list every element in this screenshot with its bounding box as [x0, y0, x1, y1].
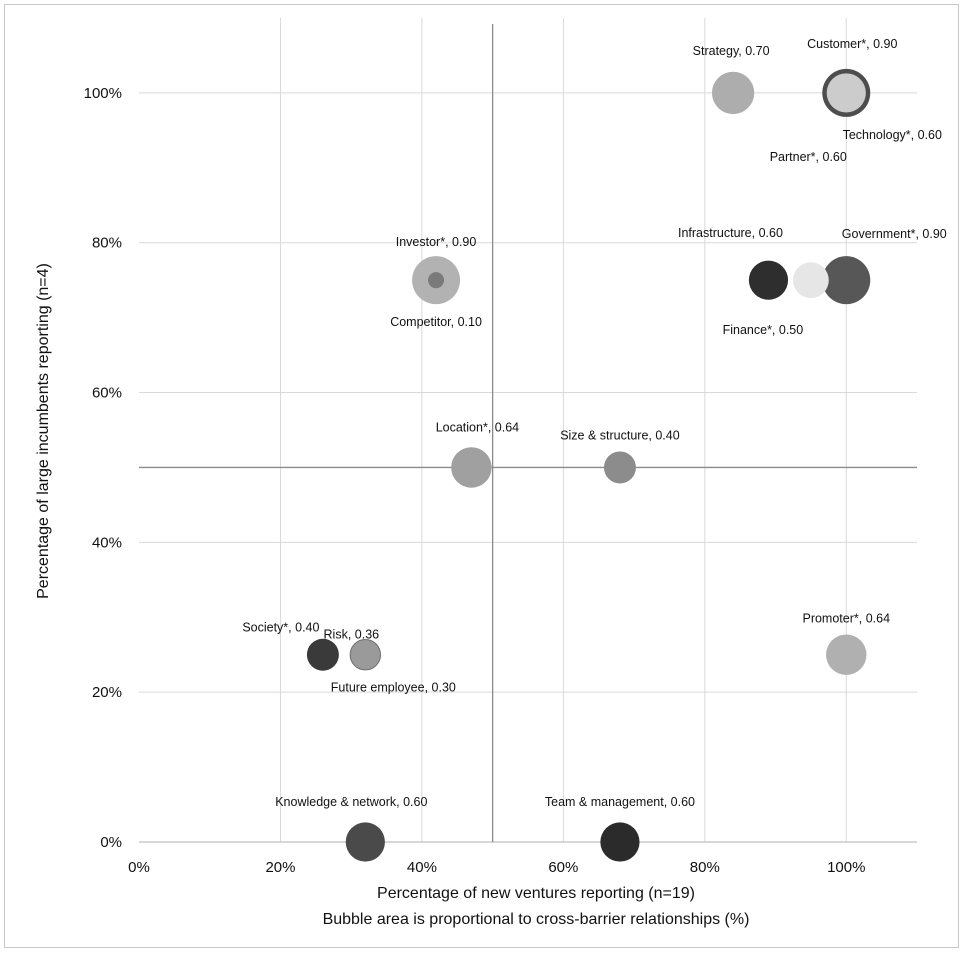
y-tick-label: 80% [92, 235, 122, 252]
bubble-infrastructure [748, 260, 789, 300]
bubble-promoter [826, 634, 867, 675]
bubble-size-structure [603, 451, 636, 484]
bubble-strategy [711, 71, 755, 115]
bubble-labels: Strategy, 0.70 Customer*, 0.90 Technology*… [242, 37, 946, 809]
bubble-location [451, 447, 492, 488]
label-future-employee: Future employee, 0.30 [331, 681, 456, 695]
label-size-structure: Size & structure, 0.40 [560, 428, 680, 442]
bubble-government [822, 256, 871, 305]
label-finance: Finance*, 0.50 [723, 323, 804, 337]
x-tick-label: 80% [690, 859, 720, 876]
label-location: Location*, 0.64 [436, 420, 519, 434]
bubble-knowledge-network [345, 822, 385, 862]
x-tick-label: 60% [548, 859, 578, 876]
label-knowledge-network: Knowledge & network, 0.60 [275, 795, 427, 809]
label-partner: Partner*, 0.60 [770, 150, 847, 164]
bubble-competitor [428, 272, 445, 289]
label-team-management: Team & management, 0.60 [545, 795, 695, 809]
label-promoter: Promoter*, 0.64 [802, 612, 890, 626]
bubble-society [306, 638, 339, 671]
x-tick-label: 0% [128, 859, 150, 876]
label-customer: Customer*, 0.90 [807, 37, 897, 51]
bubble-team-management [600, 822, 640, 862]
x-axis-title: Percentage of new ventures reporting (n=… [377, 885, 695, 902]
tick-labels: 0% 20% 40% 60% 80% 100% 0% 20% 40% 60% 80% 100% [84, 85, 866, 876]
y-tick-label: 40% [92, 534, 122, 551]
bubble-technology [826, 73, 866, 113]
bubbles [306, 68, 871, 862]
y-tick-label: 20% [92, 684, 122, 701]
y-tick-label: 100% [84, 85, 122, 102]
bubble-finance [793, 262, 829, 299]
label-risk: Risk, 0.36 [324, 628, 380, 642]
label-government: Government*, 0.90 [842, 227, 947, 241]
label-investor: Investor*, 0.90 [396, 235, 477, 249]
y-axis-title: Percentage of large incumbents reporting… [35, 263, 52, 599]
label-infrastructure: Infrastructure, 0.60 [678, 226, 783, 240]
x-tick-label: 40% [407, 859, 437, 876]
label-competitor: Competitor, 0.10 [390, 315, 482, 329]
x-tick-label: 20% [265, 859, 295, 876]
y-tick-label: 0% [100, 834, 122, 851]
label-society: Society*, 0.40 [242, 621, 319, 635]
grid-lines [139, 18, 917, 843]
y-tick-label: 60% [92, 385, 122, 402]
x-axis-note: Bubble area is proportional to cross-bar… [323, 911, 750, 928]
label-strategy: Strategy, 0.70 [693, 44, 770, 58]
label-technology: Technology*, 0.60 [843, 128, 942, 142]
bubble-risk [349, 639, 382, 671]
x-tick-label: 100% [827, 859, 865, 876]
